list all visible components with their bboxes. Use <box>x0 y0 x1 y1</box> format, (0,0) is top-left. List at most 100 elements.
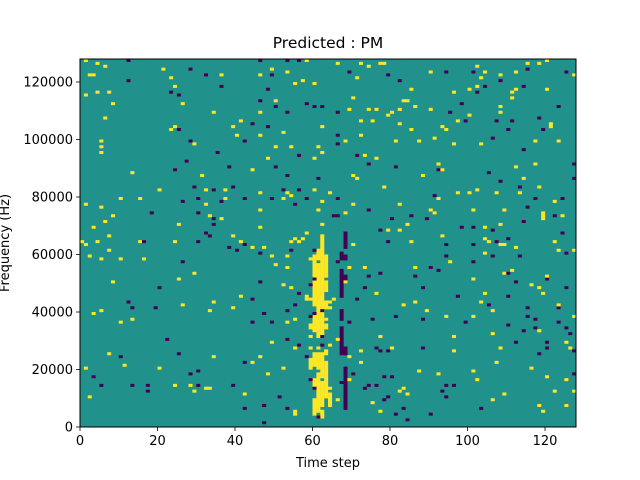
heatmap-cell <box>99 139 104 143</box>
heatmap-cell <box>506 271 511 275</box>
heatmap-cell <box>541 217 546 221</box>
heatmap-cell <box>514 340 519 344</box>
heatmap-run <box>343 254 348 261</box>
heatmap-cell <box>312 105 317 109</box>
heatmap-cell <box>130 171 135 175</box>
heatmap-cell <box>219 199 224 203</box>
heatmap-cell <box>343 280 348 284</box>
heatmap-run <box>308 346 313 350</box>
heatmap-cell <box>545 59 550 63</box>
heatmap-cell <box>409 87 414 91</box>
heatmap-cell <box>471 260 476 264</box>
heatmap-run <box>304 294 309 301</box>
heatmap-cell <box>448 260 453 264</box>
heatmap-cell <box>83 59 88 63</box>
heatmap-cell <box>316 176 321 180</box>
heatmap-cell <box>572 349 577 353</box>
heatmap-cell <box>87 73 92 77</box>
heatmap-cell <box>126 300 131 304</box>
heatmap-cell <box>91 73 96 77</box>
heatmap-cell <box>219 217 224 221</box>
heatmap-cell <box>494 119 499 123</box>
heatmap-cell <box>207 309 212 313</box>
heatmap-cell <box>432 211 437 215</box>
heatmap-cell <box>510 268 515 272</box>
heatmap-cell <box>269 340 274 344</box>
y-tick-label: 120000 <box>23 76 73 91</box>
heatmap-cell <box>417 369 422 373</box>
heatmap-cell <box>548 122 553 126</box>
heatmap-cell <box>436 268 441 272</box>
heatmap-cell <box>452 335 457 339</box>
heatmap-cell <box>490 398 495 402</box>
heatmap-cell <box>386 240 391 244</box>
y-tick-label: 20000 <box>32 363 73 378</box>
heatmap-cell <box>506 294 511 298</box>
heatmap-cell <box>328 191 333 195</box>
heatmap-cell <box>196 383 201 387</box>
heatmap-cell <box>219 84 224 88</box>
heatmap-cell <box>545 87 550 91</box>
heatmap-cell <box>320 303 325 307</box>
heatmap-cell <box>424 217 429 221</box>
heatmap-cell <box>207 386 212 390</box>
heatmap-cell <box>188 383 193 387</box>
heatmap-cell <box>514 280 519 284</box>
heatmap-cell <box>91 225 96 229</box>
heatmap-cell <box>87 395 92 399</box>
heatmap-cell <box>188 372 193 376</box>
heatmap-cell <box>316 415 321 419</box>
heatmap-cell <box>444 314 449 318</box>
heatmap-cell <box>293 237 298 241</box>
heatmap-cell <box>471 70 476 74</box>
heatmap-cell <box>273 145 278 149</box>
heatmap-cell <box>564 340 569 344</box>
heatmap-cell <box>428 266 433 270</box>
heatmap-cell <box>331 297 336 301</box>
heatmap-cell <box>355 76 360 80</box>
heatmap-cell <box>355 297 360 301</box>
heatmap-cell <box>366 162 371 166</box>
heatmap-cell <box>459 225 464 229</box>
heatmap-cell <box>335 260 340 264</box>
heatmap-cell <box>564 251 569 255</box>
heatmap-cell <box>444 243 449 247</box>
heatmap-cell <box>529 283 534 287</box>
heatmap-cell <box>366 383 371 387</box>
heatmap-cell <box>378 335 383 339</box>
heatmap-cell <box>95 90 100 94</box>
heatmap-cell <box>91 312 96 316</box>
heatmap-cell <box>227 245 232 249</box>
heatmap-cell <box>231 125 236 129</box>
heatmap-cell <box>432 194 437 198</box>
heatmap-cell <box>471 243 476 247</box>
heatmap-cell <box>285 266 290 270</box>
y-tick-label: 100000 <box>23 133 73 148</box>
heatmap-run <box>320 352 325 379</box>
x-tick-label: 120 <box>533 434 558 449</box>
heatmap-cell <box>471 225 476 229</box>
heatmap-cell <box>436 197 441 201</box>
heatmap-cell <box>273 99 278 103</box>
heatmap-cell <box>386 73 391 77</box>
heatmap-cell <box>525 314 530 318</box>
heatmap-cell <box>397 122 402 126</box>
heatmap-run <box>343 346 348 356</box>
heatmap-cell <box>103 220 108 224</box>
heatmap-cell <box>428 412 433 416</box>
heatmap-cell <box>196 369 201 373</box>
heatmap-cell <box>285 320 290 324</box>
heatmap-run <box>328 392 333 408</box>
heatmap-cell <box>374 291 379 295</box>
heatmap-cell <box>231 306 236 310</box>
heatmap-run <box>320 222 325 226</box>
heatmap-cell <box>347 378 352 382</box>
heatmap-cell <box>273 165 278 169</box>
heatmap-cell <box>490 254 495 258</box>
heatmap-cell <box>471 369 476 373</box>
heatmap-cell <box>436 372 441 376</box>
heatmap-run <box>343 231 348 249</box>
heatmap-cell <box>483 84 488 88</box>
heatmap-cell <box>320 151 325 155</box>
heatmap-cell <box>514 87 519 91</box>
